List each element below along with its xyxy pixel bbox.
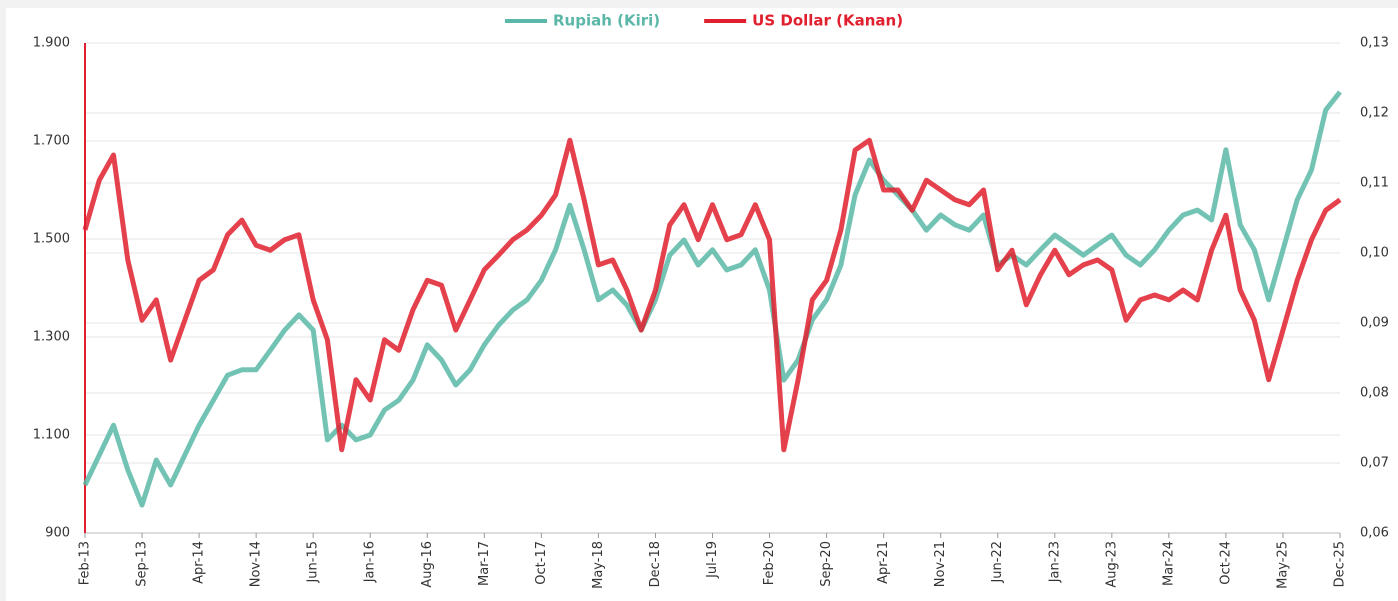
- y2-tick-label: 0,08: [1360, 386, 1389, 401]
- x-tick-label: Mar-24: [1161, 541, 1176, 586]
- y2-tick-label: 0,12: [1360, 106, 1389, 121]
- x-tick-label: May-18: [591, 541, 606, 589]
- y-tick-label: 1.300: [33, 330, 70, 345]
- x-tick-label: Apr-21: [876, 541, 891, 584]
- plot-background: [6, 8, 1398, 601]
- x-tick-label: Nov-14: [249, 541, 264, 587]
- data-line: [82, 90, 1342, 508]
- y-tick-label: 1.700: [33, 134, 70, 149]
- x-tick-label: Sep-20: [819, 541, 834, 587]
- x-tick-label: Jan-16: [363, 541, 378, 583]
- x-tick-label: Jun-15: [306, 541, 321, 584]
- x-tick-label: Apr-14: [192, 541, 207, 584]
- x-tick-label: Aug-23: [1104, 541, 1119, 588]
- legend-label: Rupiah (Kiri): [553, 12, 660, 30]
- y-tick-label: 900: [45, 526, 70, 541]
- y2-tick-label: 0,07: [1360, 456, 1389, 471]
- y2-tick-label: 0,06: [1360, 526, 1389, 541]
- y-tick-label: 1.900: [33, 36, 70, 51]
- x-tick-label: Feb-13: [78, 541, 93, 585]
- y2-tick-label: 0,10: [1360, 246, 1389, 261]
- y2-tick-label: 0,11: [1360, 176, 1389, 191]
- x-tick-label: Jan-23: [1047, 541, 1062, 583]
- x-tick-label: Dec-18: [648, 541, 663, 587]
- y2-tick-label: 0,13: [1360, 36, 1389, 51]
- legend-label: US Dollar (Kanan): [752, 12, 903, 30]
- x-tick-label: Oct-17: [534, 541, 549, 585]
- x-tick-label: Sep-13: [135, 541, 150, 587]
- y2-tick-label: 0,09: [1360, 316, 1389, 331]
- y-tick-label: 1.100: [33, 428, 70, 443]
- x-tick-label: Oct-24: [1218, 541, 1233, 585]
- x-tick-label: Jun-22: [990, 541, 1005, 584]
- x-tick-label: Aug-16: [420, 541, 435, 588]
- x-tick-label: Jul-19: [705, 541, 720, 579]
- x-tick-label: May-25: [1275, 541, 1290, 589]
- x-tick-label: Feb-20: [762, 541, 777, 585]
- x-tick-label: Nov-21: [933, 541, 948, 587]
- data-line: [82, 137, 1342, 453]
- x-tick-label: Dec-25: [1333, 541, 1348, 587]
- y-tick-label: 1.500: [33, 232, 70, 247]
- x-tick-label: Mar-17: [477, 541, 492, 586]
